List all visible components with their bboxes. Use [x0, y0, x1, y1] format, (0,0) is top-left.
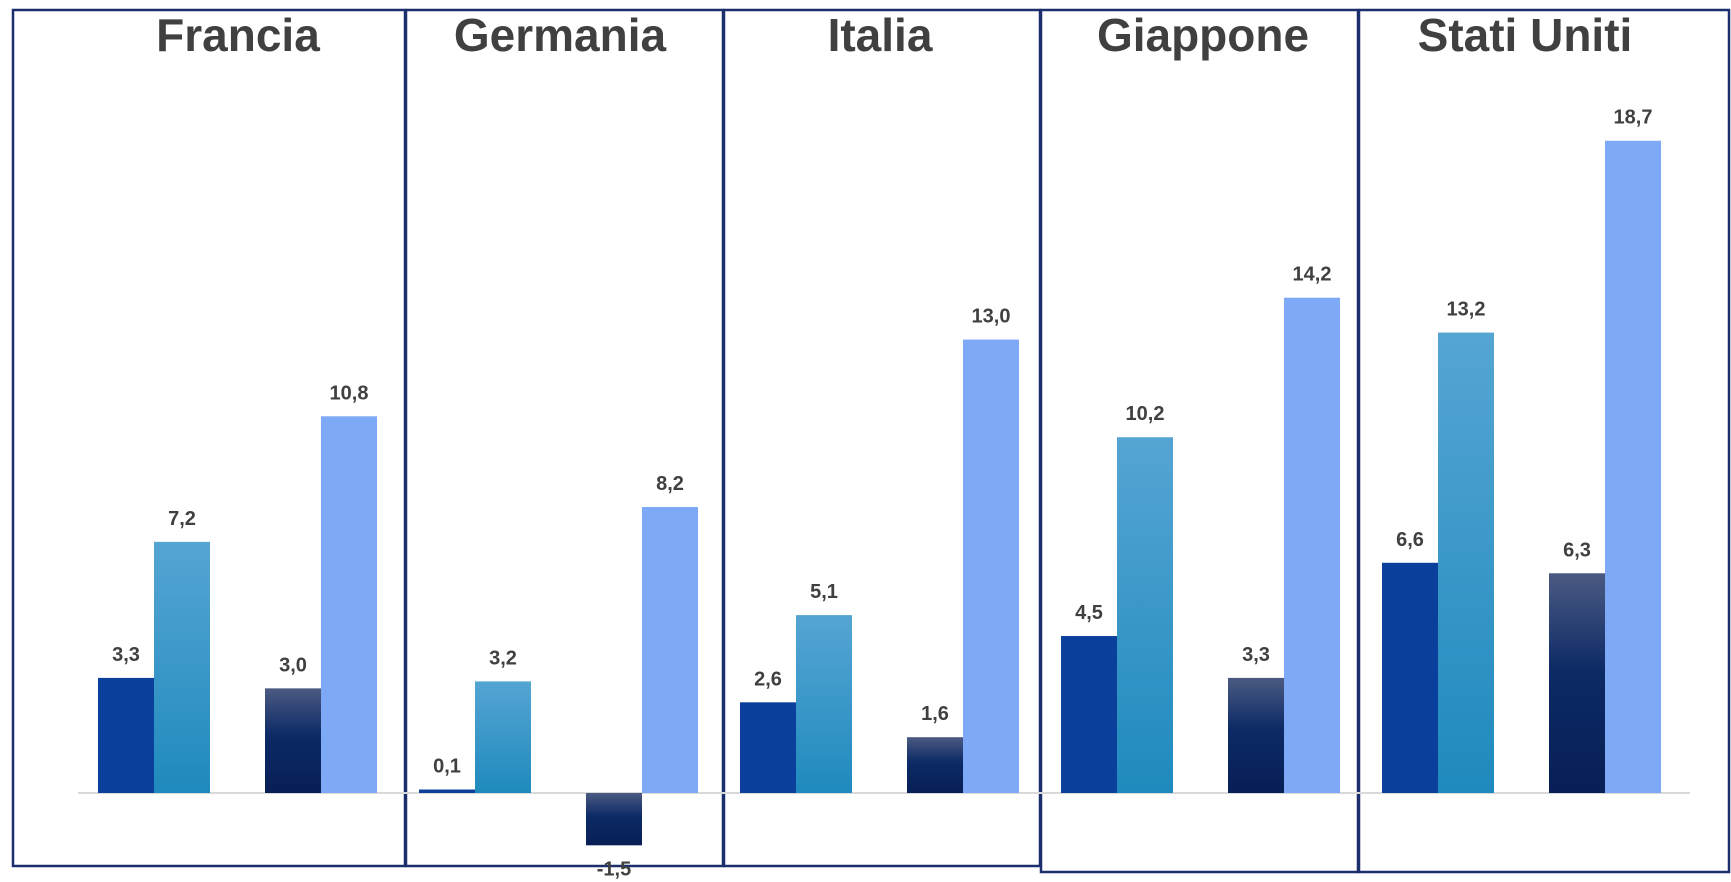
- bar: [586, 793, 642, 846]
- bar: [796, 615, 852, 793]
- data-label: 14,2: [1293, 264, 1332, 286]
- data-label: 7,2: [168, 508, 196, 530]
- bar: [1438, 332, 1494, 793]
- bar: [1117, 437, 1173, 793]
- data-label: 13,0: [972, 306, 1011, 328]
- bar: [1228, 677, 1284, 793]
- value-labels: 3,3 0,1 2,6 4,5 6,6 7,2 3,2 5,1 10,2 13,2 3,0 -1,5 1…: [112, 107, 1652, 881]
- bar: [1284, 297, 1340, 793]
- data-label: 0,1: [433, 756, 461, 778]
- data-label: -1,5: [597, 858, 631, 880]
- panel-title: Giappone: [1097, 9, 1309, 61]
- bar: [907, 737, 963, 793]
- data-label: 2,6: [754, 668, 782, 690]
- panel-frames: [11, 8, 1731, 874]
- data-label: 4,5: [1075, 602, 1103, 624]
- data-label: 10,2: [1126, 403, 1165, 425]
- panel-title: Francia: [156, 9, 320, 61]
- bar: [740, 702, 796, 793]
- data-label: 18,7: [1614, 107, 1653, 129]
- panel-title: Stati Uniti: [1418, 9, 1633, 61]
- data-label: 3,3: [1242, 644, 1270, 666]
- panel-frame-5: [1357, 8, 1731, 874]
- bars: [98, 140, 1661, 846]
- data-label: 13,2: [1447, 299, 1486, 321]
- bar: [963, 339, 1019, 793]
- bar: [1061, 636, 1117, 793]
- data-label: 6,6: [1396, 529, 1424, 551]
- bar: [1549, 573, 1605, 793]
- bar: [642, 506, 698, 793]
- bar: [1605, 140, 1661, 793]
- data-label: 6,3: [1563, 539, 1591, 561]
- bar: [98, 677, 154, 793]
- data-label: 10,8: [330, 382, 369, 404]
- bar: [321, 416, 377, 793]
- bar: [419, 789, 475, 793]
- bar: [265, 688, 321, 793]
- panel-title: Italia: [828, 9, 933, 61]
- data-label: 3,0: [279, 654, 307, 676]
- bar: [1382, 562, 1438, 793]
- data-label: 3,3: [112, 644, 140, 666]
- data-label: 8,2: [656, 473, 684, 495]
- data-label: 5,1: [810, 581, 838, 603]
- bar: [154, 541, 210, 793]
- bar: [475, 681, 531, 793]
- data-label: 1,6: [921, 703, 949, 725]
- data-label: 3,2: [489, 647, 517, 669]
- panel-titles: Francia Germania Italia Giappone Stati Uniti: [156, 9, 1632, 61]
- panel-title: Germania: [454, 9, 667, 61]
